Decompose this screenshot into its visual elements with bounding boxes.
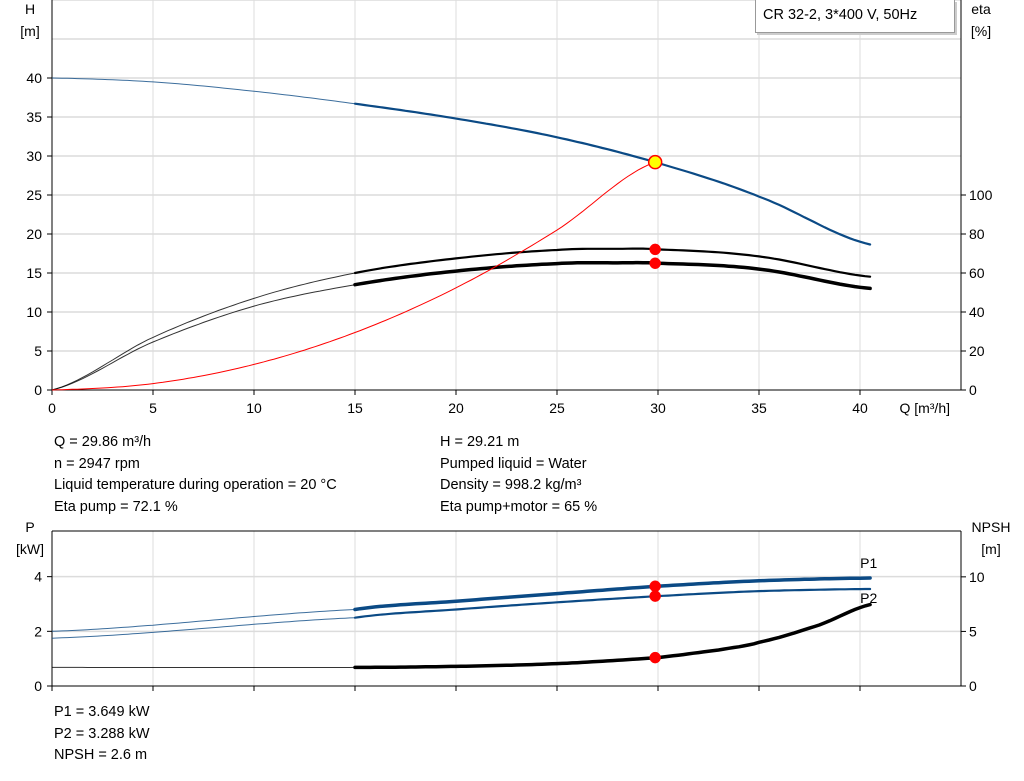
y-tick-label-right: 10 [969,569,985,585]
x-tick-label: 30 [650,400,666,416]
info-bottom: P1 = 3.649 kW P2 = 3.288 kW NPSH = 2.6 m [54,702,150,767]
p1-curve [353,576,872,612]
y-tick-label-right: 0 [969,382,977,398]
info-flow: Q = 29.86 m³/h [54,434,152,450]
p2-curve [353,587,872,619]
duty-point-marker [649,580,661,592]
y-axis-label-right-unit: [m] [981,541,1000,557]
series-1-curve [353,247,872,278]
info-liquid: Pumped liquid = Water [440,455,587,472]
series-1-curve-thin [51,272,356,391]
y-tick-label-left: 35 [26,109,42,125]
y-axis-label-left-unit: [m] [20,23,39,39]
duty-point-marker [647,154,663,170]
title-text: CR 32-2, 3*400 V, 50Hz [763,7,918,23]
x-tick-label: 40 [852,400,868,416]
info-eta-pump-motor: Eta pump+motor = 65 % [440,498,598,515]
series-2-curve [353,260,872,291]
x-tick-label: 15 [347,400,363,416]
y-tick-label-right: 5 [969,623,977,639]
y-tick-label-right: 60 [969,265,985,281]
info-eta-pump: Eta pump = 72.1 % [54,498,178,515]
y-tick-label-left: 40 [26,70,42,86]
x-tick-label: 25 [549,400,565,416]
duty-point-marker [649,590,661,602]
y-tick-label-right: 80 [969,226,985,242]
y-tick-label-left: 25 [26,187,42,203]
y-tick-label-left: 0 [34,678,42,694]
y-tick-label-right: 100 [969,187,993,203]
y-axis-label-left: P [25,519,34,535]
duty-point-marker [649,243,661,256]
y-axis-label-left: H [25,1,35,17]
info-temperature: Liquid temperature during operation = 20… [54,477,337,493]
y-tick-label-right: 0 [969,678,977,694]
x-tick-label: 5 [149,400,157,416]
y-axis-label-right-unit: [%] [971,23,991,39]
y-tick-label-left: 20 [26,226,42,242]
p2-label: P2 [860,590,877,606]
x-tick-label: 10 [246,400,262,416]
info-density: Density = 998.2 kg/m³ [440,477,582,493]
y-tick-label-left: 0 [34,382,42,398]
info-right: H = 29.21 m Pumped liquid = Water Densit… [440,432,597,518]
p2-curve-thin [51,617,356,639]
duty-point-marker [649,257,661,269]
y-tick-label-left: 2 [34,623,42,639]
info-p1: P1 = 3.649 kW [54,704,150,720]
x-tick-label: 0 [48,400,56,416]
series-0-curve [353,102,872,246]
duty-point-marker [649,651,661,664]
info-p2: P2 = 3.288 kW [54,725,150,742]
info-npsh: NPSH = 2.6 m [54,747,148,763]
y-axis-label-left-unit: [kW] [16,541,44,557]
series-2-curve-thin [51,284,356,391]
y-tick-label-left: 15 [26,265,42,281]
p1-label: P1 [860,555,877,571]
y-tick-label-right: 40 [969,304,985,320]
series-0-curve-thin [51,77,356,105]
info-head: H = 29.21 m [440,434,520,450]
y-tick-label-left: 30 [26,148,42,164]
p1-curve-thin [51,609,356,632]
x-axis-label: Q [m³/h] [899,400,950,416]
x-tick-label: 35 [751,400,767,416]
series-3-curve-thin [51,162,654,391]
x-tick-label: 20 [448,400,464,416]
y-axis-label-right: NPSH [972,519,1011,535]
y-tick-label-left: 4 [34,569,42,585]
y-tick-label-left: 5 [34,343,42,359]
info-speed: n = 2947 rpm [54,455,140,472]
y-tick-label-right: 20 [969,343,985,359]
series-2-curve [353,602,872,670]
y-axis-label-right: eta [971,1,991,17]
y-tick-label-left: 10 [26,304,42,320]
info-left: Q = 29.86 m³/h n = 2947 rpm Liquid tempe… [54,432,337,518]
title-box: CR 32-2, 3*400 V, 50Hz [755,0,955,33]
